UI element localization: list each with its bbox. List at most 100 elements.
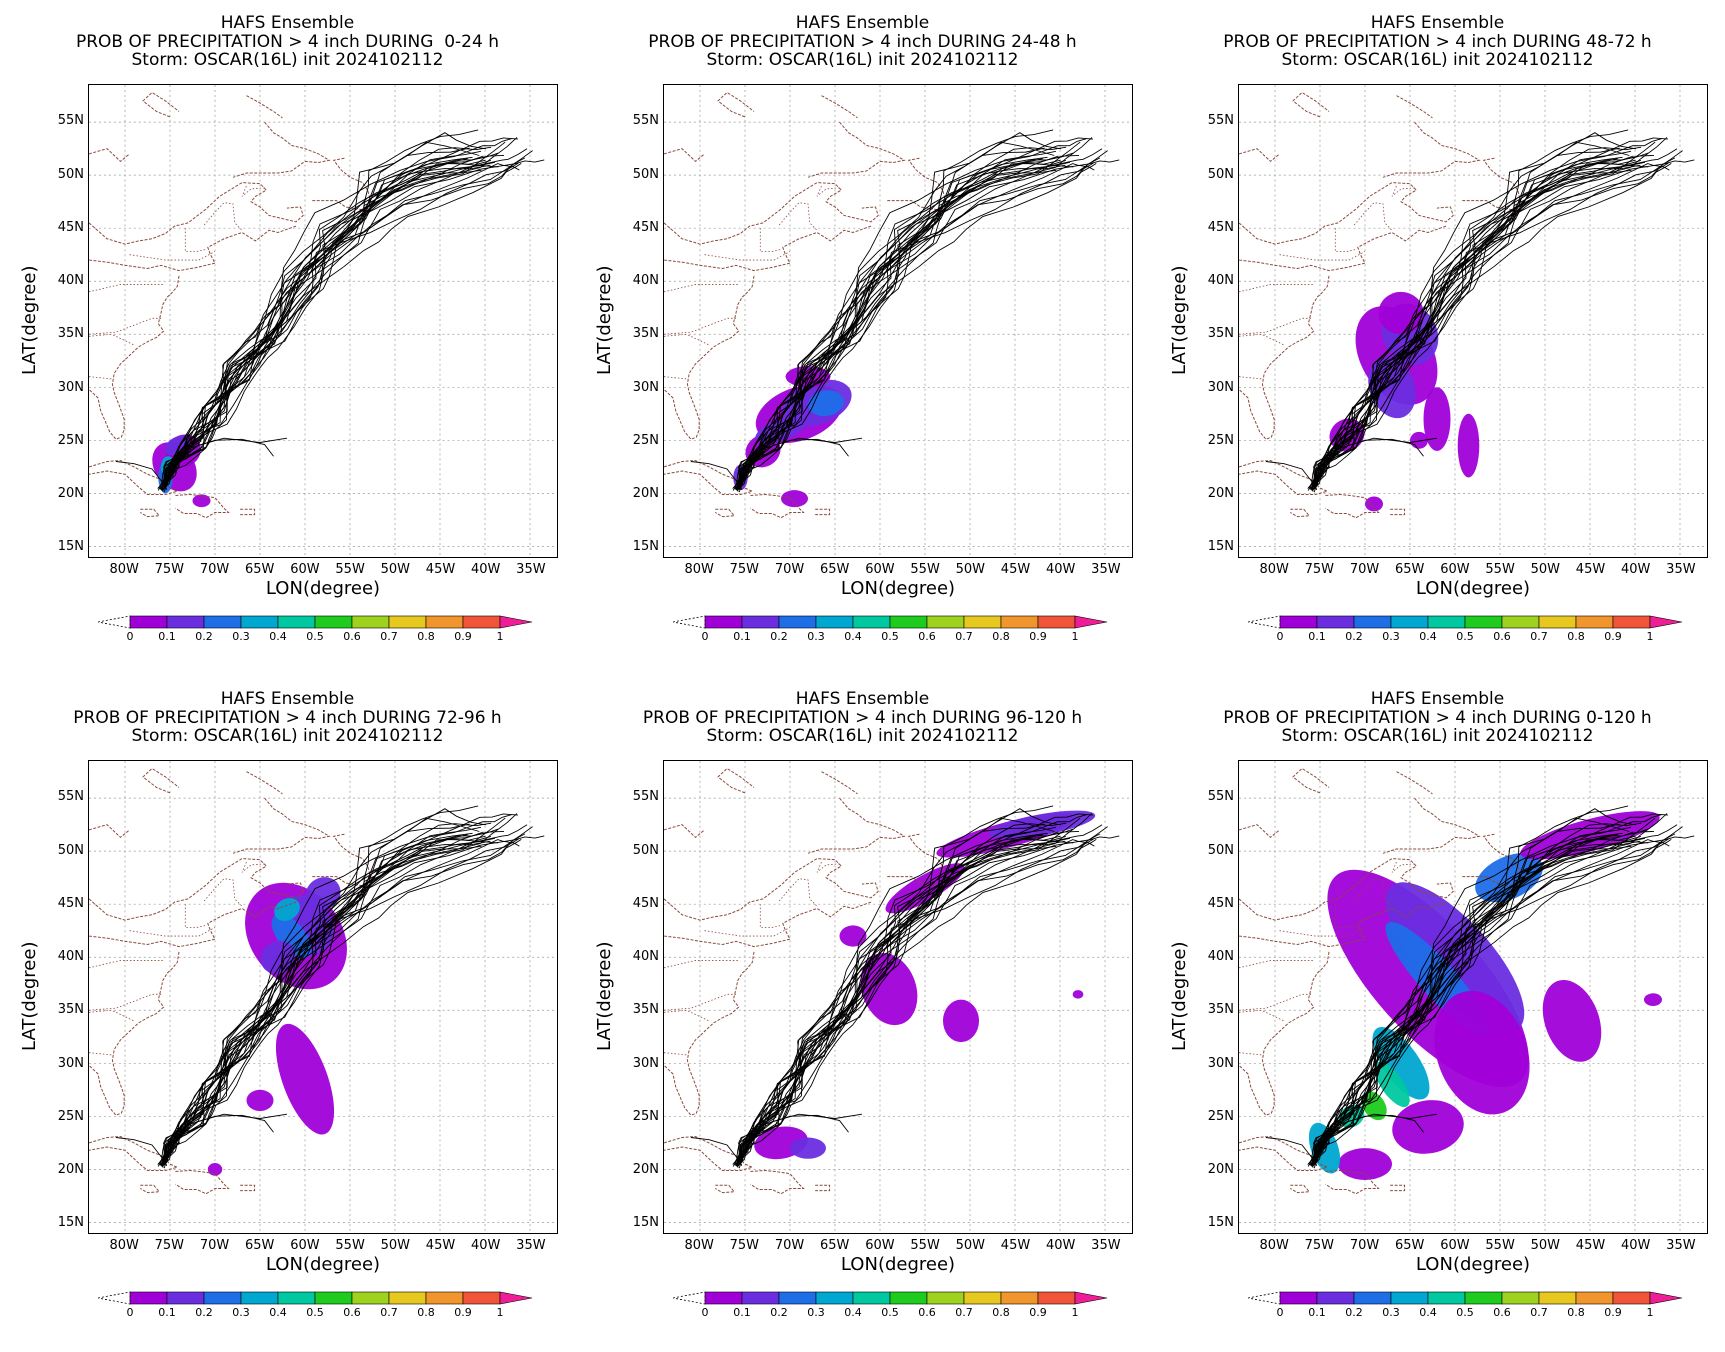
lon-tick-label: 65W: [1395, 562, 1425, 577]
state-border: [1279, 251, 1366, 261]
colorbar-segment: [314, 615, 353, 629]
lon-tick-label: 35W: [1666, 1238, 1696, 1253]
y-axis-title: LAT(degree): [1169, 941, 1190, 1051]
coastline: [807, 121, 906, 178]
colorbar-segment: [815, 1291, 854, 1305]
coastline: [1382, 121, 1481, 178]
probability-area: [790, 1137, 826, 1159]
ensemble-track: [740, 437, 863, 488]
ensemble-track: [736, 150, 1057, 492]
lat-tick-label: 20N: [632, 1162, 659, 1178]
coastline: [89, 1136, 179, 1171]
ensemble-track: [735, 132, 1061, 490]
colorbar-tick-label: 0.4: [1419, 1306, 1437, 1319]
colorbar-tick-label: 1: [496, 1306, 504, 1319]
colorbar-segment: [462, 1291, 501, 1305]
y-axis-title: LAT(degree): [594, 941, 615, 1051]
colorbar-tick-label: 0.1: [1308, 1306, 1326, 1319]
ensemble-track: [160, 132, 486, 490]
ensemble-tracks: [1265, 805, 1695, 1169]
colorbar-tick-label: 0.1: [733, 1306, 751, 1319]
colorbar-svg: [97, 1291, 533, 1305]
panel-title: HAFS Ensemble PROB OF PRECIPITATION > 4 i…: [1150, 14, 1725, 70]
colorbar-tick-label: 0.2: [1345, 1306, 1363, 1319]
colorbar-tick-label: 1: [1071, 1306, 1079, 1319]
state-border: [704, 251, 791, 261]
coastline: [89, 901, 297, 948]
colorbar-tick-label: 0.9: [1604, 630, 1622, 643]
map-plot-area: [1238, 760, 1708, 1234]
ensemble-track: [736, 831, 1059, 1163]
colorbar-tick-label: 0.5: [881, 1306, 899, 1319]
state-border: [89, 333, 135, 346]
probability-area: [943, 999, 979, 1043]
probability-area: [207, 1162, 223, 1176]
colorbar-tick-label: 0: [1276, 630, 1284, 643]
probability-area: [1374, 1061, 1410, 1108]
coastline: [1290, 1184, 1311, 1194]
coastline: [1239, 858, 1454, 921]
colorbar-tick-label: 0.8: [1567, 630, 1585, 643]
lon-tick-label: 80W: [109, 1238, 139, 1253]
state-border: [1239, 317, 1312, 335]
colorbar-tick-label: 0.7: [1530, 1306, 1548, 1319]
coastline: [664, 1136, 754, 1171]
coastline: [1239, 275, 1330, 440]
lat-tick-label: 45N: [57, 219, 84, 235]
coastline: [89, 858, 304, 921]
lat-tick-label: 50N: [632, 166, 659, 182]
ensemble-track: [741, 159, 1061, 486]
colorbar-segment: [889, 615, 928, 629]
state-border: [129, 251, 216, 261]
coastline: [1382, 797, 1481, 854]
y-axis-title: LAT(degree): [19, 941, 40, 1051]
state-border: [89, 993, 162, 1011]
state-border: [664, 333, 710, 346]
ensemble-track: [1316, 159, 1636, 486]
ensemble-tracks: [690, 805, 1120, 1169]
colorbar-tick-label: 1: [1646, 630, 1654, 643]
ensemble-track: [163, 833, 526, 1164]
ensemble-track: [160, 150, 533, 491]
state-border: [664, 376, 687, 380]
colorbar-tick-label: 0.1: [733, 630, 751, 643]
lon-tick-label: 60W: [1440, 562, 1470, 577]
ensemble-track: [162, 161, 496, 488]
lat-tick-label: 15N: [57, 539, 84, 555]
colorbar-tick-label: 0.7: [955, 630, 973, 643]
x-axis-title: LON(degree): [1415, 1254, 1531, 1275]
colorbar-under-arrow: [1247, 1291, 1281, 1305]
colorbar-tick-label: 1: [1646, 1306, 1654, 1319]
state-border: [89, 1052, 112, 1056]
colorbar-tick-label: 0.4: [1419, 630, 1437, 643]
probability-area: [1392, 1100, 1464, 1154]
coastline: [1239, 951, 1330, 1116]
colorbar-tick-label: 0.4: [844, 630, 862, 643]
lat-tick-label: 25N: [632, 432, 659, 448]
ensemble-track: [1311, 150, 1632, 492]
colorbar-over-arrow: [1074, 615, 1108, 629]
coastline: [232, 797, 331, 854]
colorbar-segment: [129, 1291, 168, 1305]
coastline: [715, 1184, 736, 1194]
ensemble-track: [1310, 808, 1636, 1166]
coastline: [750, 493, 805, 519]
title-line3: Storm: OSCAR(16L) init 2024102112: [131, 726, 444, 746]
lat-tick-label: 30N: [632, 379, 659, 395]
probability-area: [1542, 979, 1602, 1062]
ensemble-track: [162, 838, 522, 1164]
ensemble-track: [161, 150, 482, 492]
colorbar-segment: [1037, 1291, 1076, 1305]
coastline: [664, 148, 705, 163]
probability-area: [1338, 1148, 1392, 1180]
lat-tick-label: 50N: [1207, 842, 1234, 858]
colorbar-tick-label: 0.7: [955, 1306, 973, 1319]
colorbar-tick-label: 0.9: [1029, 1306, 1047, 1319]
coastline: [89, 275, 180, 440]
lon-tick-label: 50W: [1530, 562, 1560, 577]
colorbar-tick-label: 0.8: [417, 1306, 435, 1319]
coastline: [1396, 771, 1433, 795]
lon-tick-label: 60W: [290, 562, 320, 577]
lon-tick-label: 35W: [516, 1238, 546, 1253]
lon-tick-label: 70W: [1349, 1238, 1380, 1253]
